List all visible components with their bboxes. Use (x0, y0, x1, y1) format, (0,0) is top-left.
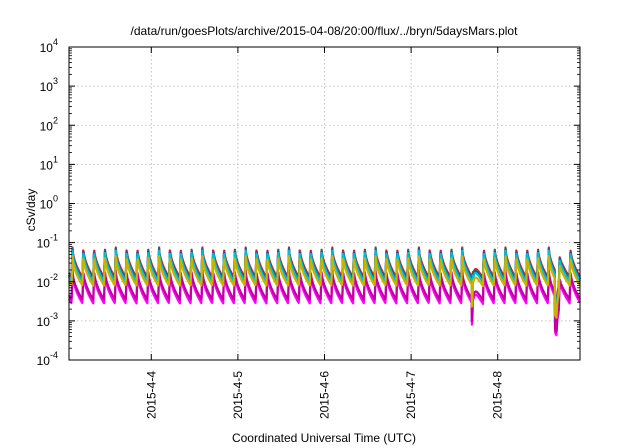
y-tick-exp: 0 (53, 194, 58, 204)
x-axis: 2015-4-4 2015-4-5 2015-4-6 2015-4-7 2015-4-8 (144, 47, 505, 419)
y-tick-base: 10 (40, 158, 54, 172)
y-tick-exp: 2 (53, 115, 58, 125)
y-tick-label: 103 (40, 76, 58, 94)
y-axis-label: cSv/day (24, 189, 38, 232)
series-layer (67, 246, 581, 337)
y-tick-exp: 3 (53, 76, 58, 86)
x-tick-label: 2015-4-6 (318, 371, 332, 419)
y-tick-base: 10 (37, 354, 51, 368)
y-tick-label: 10-3 (37, 311, 58, 329)
x-tick-label: 2015-4-4 (144, 371, 158, 419)
y-tick-base: 10 (40, 80, 54, 94)
y-tick-base: 10 (37, 237, 51, 251)
y-tick-label: 10-2 (37, 272, 58, 290)
y-tick-base: 10 (40, 41, 54, 55)
series-line-7 (67, 255, 581, 319)
x-tick-label: 2015-4-5 (231, 371, 245, 419)
y-tick-label: 101 (40, 154, 58, 172)
y-tick-label: 104 (40, 37, 58, 55)
y-tick-exp: -4 (50, 350, 58, 360)
y-tick-label: 100 (40, 194, 58, 212)
y-tick-label: 10-4 (37, 350, 58, 368)
x-tick-label: 2015-4-7 (404, 371, 418, 419)
y-tick-exp: 4 (53, 37, 58, 47)
y-tick-label: 102 (40, 115, 58, 133)
y-tick-base: 10 (37, 315, 51, 329)
grid-lines (69, 47, 580, 360)
y-tick-exp: 1 (53, 154, 58, 164)
x-axis-label: Coordinated Universal Time (UTC) (232, 431, 416, 445)
y-tick-exp: -1 (50, 233, 58, 243)
chart-title: /data/run/goesPlots/archive/2015-04-08/2… (131, 24, 519, 38)
y-tick-exp: -2 (50, 272, 58, 282)
x-tick-label: 2015-4-8 (491, 371, 505, 419)
y-tick-label: 10-1 (37, 233, 58, 251)
y-tick-exp: -3 (50, 311, 58, 321)
y-tick-base: 10 (40, 198, 54, 212)
y-tick-base: 10 (40, 119, 54, 133)
y-tick-base: 10 (37, 276, 51, 290)
series-line-5 (67, 249, 581, 315)
